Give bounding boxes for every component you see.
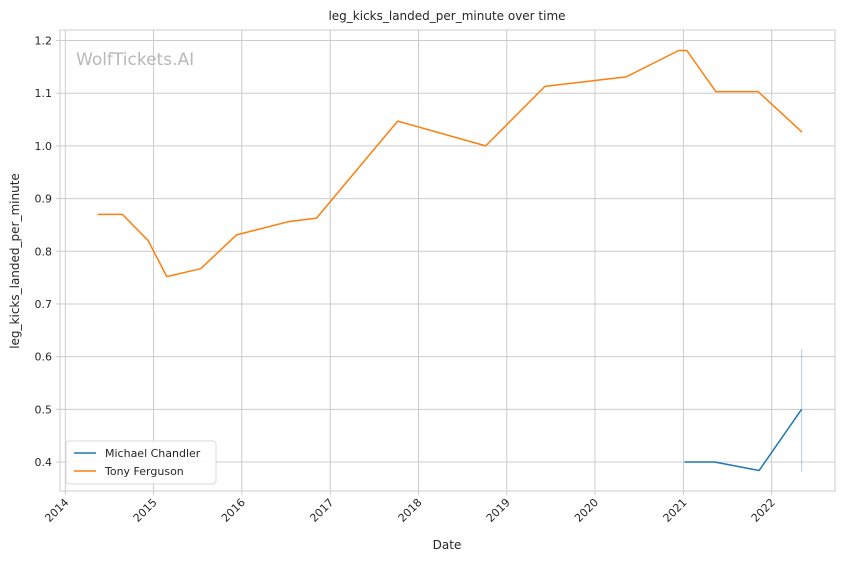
legend-label-tony-ferguson: Tony Ferguson xyxy=(104,465,184,478)
x-tick-label: 2016 xyxy=(219,496,248,525)
x-tick-label: 2022 xyxy=(749,496,778,525)
x-tick-label: 2017 xyxy=(307,496,336,525)
x-tick-label: 2018 xyxy=(396,496,425,525)
y-tick-label: 0.7 xyxy=(35,298,53,311)
x-tick-label: 2019 xyxy=(484,496,513,525)
y-tick-label: 0.5 xyxy=(35,403,53,416)
legend: Michael Chandler Tony Ferguson xyxy=(65,440,217,485)
legend-label-michael-chandler: Michael Chandler xyxy=(105,447,201,460)
x-tick-label: 2014 xyxy=(42,496,71,525)
y-tick-label: 1.0 xyxy=(35,140,53,153)
legend-frame xyxy=(65,440,217,485)
y-tick-label: 0.4 xyxy=(35,456,53,469)
y-tick-label: 1.2 xyxy=(35,35,53,48)
x-tick-label: 2021 xyxy=(661,496,690,525)
y-tick-label: 1.1 xyxy=(35,87,53,100)
series-line-tony-ferguson xyxy=(97,49,803,278)
series-line-michael-chandler xyxy=(684,408,803,472)
x-tick-label: 2015 xyxy=(131,496,160,525)
chart-title: leg_kicks_landed_per_minute over time xyxy=(328,9,565,23)
plot-frame xyxy=(59,29,836,492)
x-tick-label: 2020 xyxy=(572,496,601,525)
watermark: WolfTickets.AI xyxy=(76,50,194,70)
y-tick-label: 0.9 xyxy=(35,193,53,206)
y-axis-title: leg_kicks_landed_per_minute xyxy=(8,173,22,349)
y-tick-label: 0.8 xyxy=(35,245,53,258)
y-tick-label: 0.6 xyxy=(35,351,53,364)
x-axis-title: Date xyxy=(433,538,462,552)
